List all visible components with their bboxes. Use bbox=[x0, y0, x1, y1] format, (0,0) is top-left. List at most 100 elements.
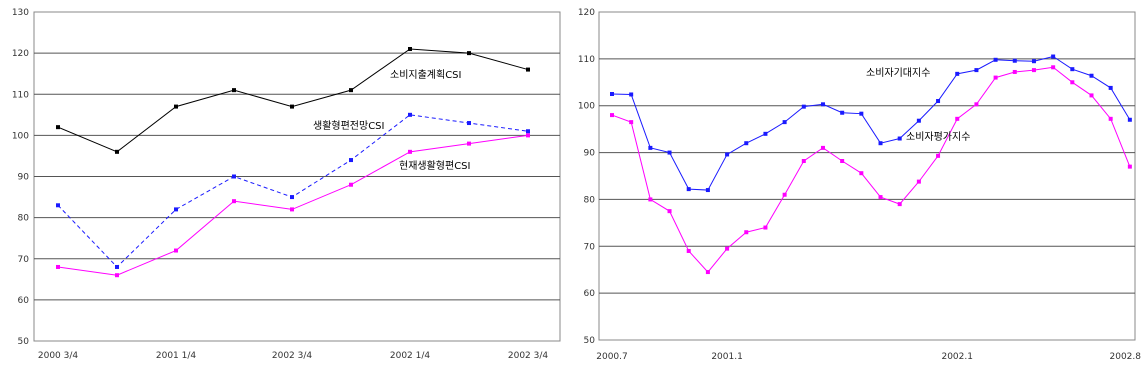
data-point bbox=[467, 51, 471, 56]
y-tick-label: 70 bbox=[584, 242, 596, 252]
data-point bbox=[1012, 58, 1017, 63]
y-tick-label: 90 bbox=[584, 149, 596, 159]
data-point bbox=[667, 209, 672, 214]
data-point bbox=[744, 141, 749, 146]
data-point bbox=[408, 149, 412, 154]
data-point bbox=[859, 171, 864, 176]
y-tick-label: 60 bbox=[18, 296, 30, 306]
y-tick-label: 120 bbox=[578, 8, 595, 18]
data-point bbox=[725, 246, 730, 251]
y-tick-label: 130 bbox=[12, 8, 29, 18]
data-point bbox=[1108, 116, 1113, 121]
data-point bbox=[1127, 117, 1132, 122]
data-point bbox=[936, 99, 941, 104]
y-tick-label: 100 bbox=[12, 131, 29, 141]
data-point bbox=[115, 273, 119, 278]
data-point bbox=[974, 68, 979, 73]
data-point bbox=[526, 67, 530, 72]
data-point bbox=[763, 225, 768, 230]
series-line bbox=[611, 66, 1131, 273]
data-point bbox=[1108, 85, 1113, 90]
data-point bbox=[974, 102, 979, 107]
data-point bbox=[174, 104, 178, 109]
data-point bbox=[648, 145, 653, 150]
data-point bbox=[349, 182, 353, 187]
x-tick-label: 2000.7 bbox=[596, 352, 628, 362]
y-tick-label: 110 bbox=[578, 55, 595, 65]
series-line bbox=[611, 55, 1131, 191]
x-tick-label: 2002 3/4 bbox=[272, 351, 313, 361]
y-tick-label: 110 bbox=[12, 90, 29, 100]
y-tick-label: 60 bbox=[584, 289, 596, 299]
data-point bbox=[936, 153, 941, 158]
data-point bbox=[820, 102, 825, 107]
data-point bbox=[174, 207, 178, 212]
data-point bbox=[1070, 80, 1075, 85]
data-point bbox=[232, 88, 236, 93]
data-point bbox=[526, 129, 530, 134]
data-point bbox=[526, 133, 530, 138]
data-point bbox=[820, 145, 825, 150]
data-point bbox=[56, 125, 60, 130]
data-point bbox=[840, 110, 845, 115]
data-point bbox=[115, 264, 119, 269]
data-point bbox=[56, 203, 60, 208]
data-point bbox=[897, 136, 902, 141]
data-point bbox=[290, 207, 294, 212]
data-point bbox=[629, 92, 634, 97]
data-point bbox=[174, 248, 178, 253]
x-tick-label: 2002 1/4 bbox=[390, 351, 431, 361]
data-point bbox=[725, 152, 730, 157]
y-tick-label: 50 bbox=[584, 336, 596, 346]
data-point bbox=[801, 104, 806, 109]
data-point bbox=[1051, 54, 1056, 59]
x-tick-label: 2001 1/4 bbox=[156, 351, 197, 361]
data-point bbox=[686, 187, 691, 192]
data-point bbox=[667, 150, 672, 155]
data-point bbox=[705, 188, 710, 193]
y-tick-label: 100 bbox=[578, 102, 595, 112]
y-tick-label: 50 bbox=[18, 337, 30, 347]
data-point bbox=[1089, 93, 1094, 98]
data-point bbox=[1127, 164, 1132, 169]
data-point bbox=[610, 113, 614, 118]
data-point bbox=[801, 159, 806, 164]
data-point bbox=[467, 121, 471, 126]
data-point bbox=[290, 195, 294, 200]
data-point bbox=[610, 92, 614, 96]
x-tick-label: 2002.1 bbox=[941, 352, 973, 362]
left-line-chart: 50 60 70 80 90 100 110 120 130 2000 3/4 2001 1/4 20… bbox=[12, 8, 561, 361]
y-tick-label: 80 bbox=[18, 214, 30, 224]
data-point bbox=[763, 131, 768, 136]
data-point bbox=[878, 141, 883, 146]
plot-area bbox=[598, 11, 1136, 341]
y-tick-label: 80 bbox=[584, 195, 596, 205]
data-point bbox=[1031, 68, 1036, 73]
data-point bbox=[467, 141, 471, 146]
left-chart-panel: 50 60 70 80 90 100 110 120 130 2000 3/4 2001 1/4 20… bbox=[0, 0, 570, 381]
right-chart-panel: 50 60 70 80 90 100 110 120 2000.7 2001.1 2002.1 200… bbox=[572, 0, 1143, 381]
data-point bbox=[782, 192, 787, 197]
y-tick-label: 90 bbox=[18, 173, 30, 183]
series-annotation: 현재생활형편CSI bbox=[399, 159, 470, 172]
data-point bbox=[955, 71, 960, 76]
x-tick-label: 2002 3/4 bbox=[508, 351, 549, 361]
y-tick-label: 120 bbox=[12, 49, 29, 59]
data-point bbox=[1070, 67, 1075, 72]
data-point bbox=[1051, 65, 1056, 70]
data-point bbox=[408, 112, 412, 117]
y-tick-label: 70 bbox=[18, 255, 30, 265]
data-point bbox=[705, 270, 710, 275]
data-point bbox=[1012, 69, 1017, 74]
data-point bbox=[349, 88, 353, 93]
x-tick-label: 2000 3/4 bbox=[38, 351, 79, 361]
data-point bbox=[232, 174, 236, 179]
data-point bbox=[686, 248, 691, 253]
data-point bbox=[1089, 73, 1094, 78]
data-point bbox=[993, 75, 998, 80]
data-point bbox=[115, 149, 119, 154]
data-point bbox=[993, 57, 998, 62]
data-point bbox=[897, 202, 902, 207]
data-point bbox=[232, 199, 236, 204]
right-line-chart: 50 60 70 80 90 100 110 120 2000.7 2001.1 2002.1 200… bbox=[578, 8, 1141, 362]
